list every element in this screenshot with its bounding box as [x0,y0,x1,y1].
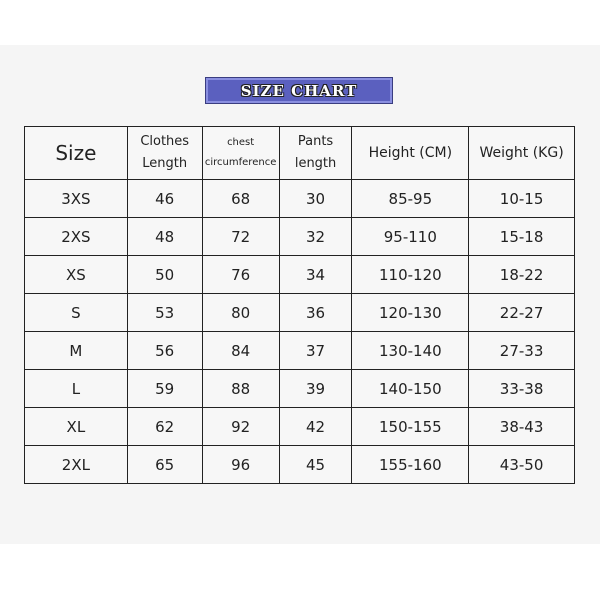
cell-size: XS [24,255,128,294]
cell-weight: 22-27 [468,293,575,332]
cell-height: 140-150 [351,369,470,408]
size-chart-banner: SIZE CHART [205,77,393,104]
size-chart-table: Size Clothes Length chest circumference Pa… [24,126,575,484]
cell-chest: 88 [201,369,280,408]
header-weight: Weight (KG) [468,126,575,180]
cell-weight: 15-18 [468,217,575,256]
cell-height: 85-95 [351,179,470,218]
cell-clothes-length: 53 [126,293,203,332]
cell-chest: 92 [201,407,280,446]
header-clothes-length: Clothes Length [126,126,203,180]
cell-weight: 33-38 [468,369,575,408]
cell-chest: 84 [201,331,280,370]
cell-pants-length: 32 [278,217,353,256]
header-row: Size Clothes Length chest circumference Pa… [24,126,575,180]
cell-chest: 80 [201,293,280,332]
cell-size: M [24,331,128,370]
cell-clothes-length: 48 [126,217,203,256]
cell-pants-length: 37 [278,331,353,370]
cell-chest: 76 [201,255,280,294]
table-row: XL 62 92 42 150-155 38-43 [24,407,575,446]
table-row: 2XL 65 96 45 155-160 43-50 [24,445,575,484]
cell-clothes-length: 62 [126,407,203,446]
cell-weight: 43-50 [468,445,575,484]
cell-size: L [24,369,128,408]
table-row: 2XS 48 72 32 95-110 15-18 [24,217,575,256]
cell-size: 2XS [24,217,128,256]
header-height: Height (CM) [351,126,470,180]
cell-pants-length: 42 [278,407,353,446]
cell-size: 3XS [24,179,128,218]
table-row: XS 50 76 34 110-120 18-22 [24,255,575,294]
cell-clothes-length: 59 [126,369,203,408]
cell-size: XL [24,407,128,446]
banner-title: SIZE CHART [240,81,358,100]
cell-chest: 68 [201,179,280,218]
cell-weight: 10-15 [468,179,575,218]
cell-height: 95-110 [351,217,470,256]
header-pants-length: Pants length [278,126,353,180]
cell-size: 2XL [24,445,128,484]
cell-height: 150-155 [351,407,470,446]
cell-pants-length: 39 [278,369,353,408]
header-size: Size [24,126,128,180]
cell-pants-length: 36 [278,293,353,332]
cell-height: 110-120 [351,255,470,294]
table-row: 3XS 46 68 30 85-95 10-15 [24,179,575,218]
cell-chest: 72 [201,217,280,256]
cell-height: 120-130 [351,293,470,332]
cell-clothes-length: 46 [126,179,203,218]
cell-clothes-length: 50 [126,255,203,294]
cell-height: 155-160 [351,445,470,484]
table-row: S 53 80 36 120-130 22-27 [24,293,575,332]
table-row: M 56 84 37 130-140 27-33 [24,331,575,370]
cell-clothes-length: 65 [126,445,203,484]
cell-height: 130-140 [351,331,470,370]
cell-pants-length: 34 [278,255,353,294]
header-chest-circumference: chest circumference [201,126,280,180]
cell-weight: 38-43 [468,407,575,446]
cell-weight: 18-22 [468,255,575,294]
table-row: L 59 88 39 140-150 33-38 [24,369,575,408]
cell-size: S [24,293,128,332]
cell-clothes-length: 56 [126,331,203,370]
cell-pants-length: 30 [278,179,353,218]
cell-chest: 96 [201,445,280,484]
cell-weight: 27-33 [468,331,575,370]
cell-pants-length: 45 [278,445,353,484]
